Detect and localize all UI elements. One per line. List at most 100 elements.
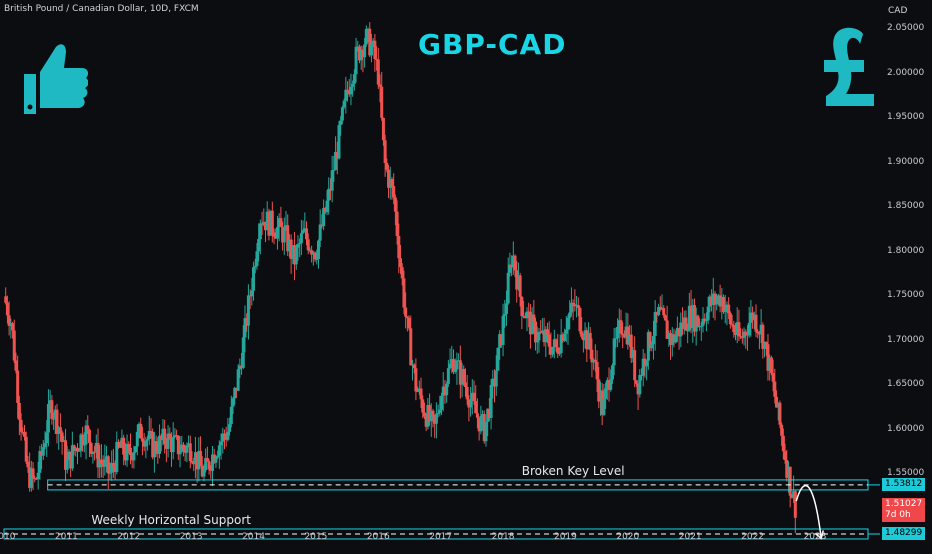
candle-body (593, 359, 597, 362)
candle-body (744, 331, 748, 335)
candle-body (342, 100, 346, 108)
candle-body (385, 163, 389, 170)
candle-body (658, 306, 662, 310)
candle-body (465, 386, 469, 400)
candle-body (171, 436, 175, 453)
candle-body (228, 424, 232, 432)
candle-body (330, 170, 334, 191)
candle-body (303, 228, 307, 231)
pound-sign-icon (824, 27, 874, 107)
candle-body (549, 346, 553, 355)
candle-body (672, 334, 676, 343)
candle-body (595, 361, 599, 380)
candle-body (125, 444, 129, 461)
candle-body (260, 223, 264, 225)
y-tick-label: 1.85000 (887, 201, 925, 212)
candle-body (679, 322, 683, 337)
candle-body (525, 311, 529, 319)
candle-body (113, 466, 117, 472)
x-tick-label: 2010 (0, 532, 16, 542)
candle-body (241, 337, 245, 368)
candle-body (284, 225, 288, 227)
candle-body (328, 188, 332, 191)
candle-body (563, 333, 567, 341)
candle-body (158, 435, 162, 454)
x-tick-label: 2020 (616, 532, 640, 542)
candle-body (734, 332, 738, 335)
candle-body (781, 435, 785, 452)
candle-body (347, 90, 351, 95)
candle-body (94, 442, 98, 452)
candle-body (667, 333, 671, 339)
candle-body (537, 331, 541, 341)
candle-body (607, 380, 611, 390)
y-tick-label: 1.65000 (887, 379, 925, 390)
candle-body (489, 384, 493, 418)
candle-body (793, 491, 797, 518)
lower-level-price-tag: 1.48299 (882, 526, 926, 540)
candle-body (506, 272, 510, 304)
candle-body (26, 461, 30, 468)
candle-body (117, 441, 121, 446)
candle-body (540, 330, 544, 333)
candle-body (619, 320, 623, 334)
candle-body (556, 347, 560, 354)
candle-body (508, 264, 512, 273)
candle-body (349, 86, 353, 95)
candle-body (315, 259, 319, 261)
candle-body (344, 89, 348, 101)
candle-body (450, 359, 454, 364)
candle-body (412, 364, 416, 369)
candle-body (64, 440, 68, 470)
y-tick-label: 1.60000 (887, 423, 925, 434)
candle-body (17, 402, 21, 420)
candle-body (168, 433, 172, 439)
candle-body (559, 334, 563, 353)
candle-body (687, 305, 691, 331)
candle-body (443, 386, 447, 396)
thumbs-up-icon (24, 44, 88, 114)
candle-body (122, 437, 126, 455)
candle-body (12, 330, 16, 361)
projection-arrowhead (814, 530, 824, 540)
candle-body (723, 309, 727, 313)
candle-body (277, 218, 281, 228)
candle-body (501, 315, 505, 345)
candle-body (554, 339, 558, 348)
candle-body (600, 390, 604, 415)
candle-body (301, 230, 305, 234)
candle-body (132, 452, 136, 461)
candle-body (440, 395, 444, 410)
candle-body (728, 313, 732, 325)
candle-body (176, 435, 180, 455)
candle-body (270, 210, 274, 233)
candle-body (87, 429, 91, 443)
candle-body (686, 330, 690, 332)
candle-body (494, 370, 498, 387)
candle-body (405, 316, 409, 319)
candle-body (520, 296, 524, 316)
candle-body (609, 379, 613, 390)
pair-title: GBP-CAD (418, 28, 567, 61)
candle-body (785, 460, 789, 478)
candle-body (453, 369, 457, 372)
x-tick-label: 2019 (553, 532, 577, 542)
candle-body (337, 125, 341, 159)
candle-body (460, 369, 464, 385)
candle-body (756, 331, 760, 333)
candle-body (653, 312, 657, 336)
candle-body (462, 369, 466, 383)
candle-body (19, 419, 23, 432)
candle-body (212, 454, 216, 463)
candle-body (445, 383, 449, 396)
candle-body (496, 347, 500, 371)
candle-body (657, 306, 661, 316)
levels-layer (3, 479, 880, 540)
symbol-title: British Pound / Canadian Dollar, 10D, FX… (4, 4, 199, 14)
candle-body (327, 188, 331, 201)
candle-body (7, 315, 11, 326)
candle-body (197, 450, 201, 470)
candle-body (616, 326, 620, 339)
candle-body (163, 428, 167, 445)
candle-body (650, 344, 654, 349)
